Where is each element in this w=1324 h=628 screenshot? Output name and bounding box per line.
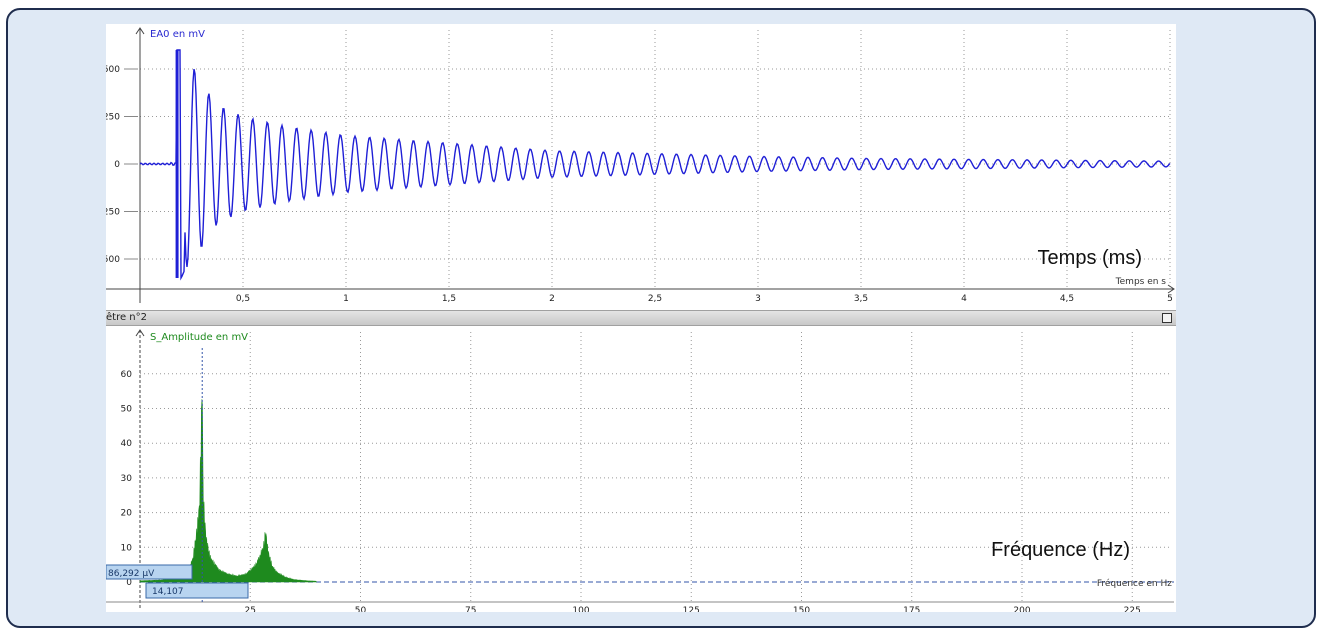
- x-axis-arrow: [1167, 284, 1175, 294]
- annotation-time: Temps (ms): [1038, 247, 1142, 269]
- y-axis-arrow: [135, 329, 145, 337]
- x-axis-label: Temps en s: [1115, 277, 1167, 287]
- y-tick-label: 500: [106, 65, 120, 75]
- y-axis-label: S_Amplitude en mV: [150, 332, 248, 343]
- x-tick-label: 3: [755, 294, 761, 304]
- x-tick-label: 5: [1167, 294, 1173, 304]
- y-tick-label: -500: [106, 255, 120, 265]
- x-tick-label: 225: [1124, 606, 1141, 612]
- annotation-frequency: Fréquence (Hz): [991, 539, 1130, 561]
- y-tick-label: 10: [121, 543, 133, 553]
- y-tick-label: 250: [106, 113, 120, 123]
- maximize-icon[interactable]: [1162, 313, 1172, 323]
- x-tick-label: 0,5: [236, 294, 250, 304]
- x-tick-label: 3,5: [854, 294, 868, 304]
- x-tick-label: 50: [355, 606, 367, 612]
- x-tick-label: 2,5: [648, 294, 662, 304]
- cursor-y-value: 86,292 µV: [108, 569, 155, 579]
- series-ea0-line: [139, 49, 1171, 281]
- y-axis-arrow: [135, 27, 145, 35]
- x-tick-label: 100: [572, 606, 589, 612]
- y-tick-label: 20: [121, 509, 133, 519]
- x-tick-label: 1,5: [442, 294, 456, 304]
- window-2-title-bar[interactable]: être n°2: [106, 310, 1176, 326]
- window-2-title: être n°2: [106, 312, 147, 323]
- y-tick-label: 0: [126, 578, 132, 588]
- spectrum-area: [139, 399, 317, 583]
- x-tick-label: 4,5: [1060, 294, 1074, 304]
- y-tick-label: 0: [114, 160, 120, 170]
- x-tick-label: 200: [1013, 606, 1030, 612]
- x-tick-label: 125: [683, 606, 700, 612]
- cursor-x-value: 14,107: [152, 587, 184, 597]
- y-tick-label: -250: [106, 208, 120, 218]
- cursor-x-box: [145, 582, 249, 599]
- x-axis-label: Fréquence en Hz: [1097, 578, 1172, 589]
- x-tick-label: 175: [903, 606, 920, 612]
- cursor-y-box: [106, 564, 193, 580]
- x-tick-label: 25: [245, 606, 256, 612]
- y-tick-label: 60: [121, 370, 133, 380]
- upper-chart: 500 250 0 -250 -500 0,5 1 1,5 2 2,5 3 3,5 4 4,5 5 EA0 e…: [106, 27, 1175, 304]
- x-tick-label: 1: [343, 294, 349, 304]
- y-tick-label: 50: [121, 405, 133, 415]
- x-tick-label: 2: [549, 294, 555, 304]
- x-tick-label: 150: [793, 606, 810, 612]
- y-tick-label: 30: [121, 474, 133, 484]
- x-tick-label: 75: [465, 606, 476, 612]
- x-tick-label: 4: [961, 294, 967, 304]
- y-tick-label: 40: [121, 439, 133, 449]
- y-axis-label: EA0 en mV: [150, 29, 205, 40]
